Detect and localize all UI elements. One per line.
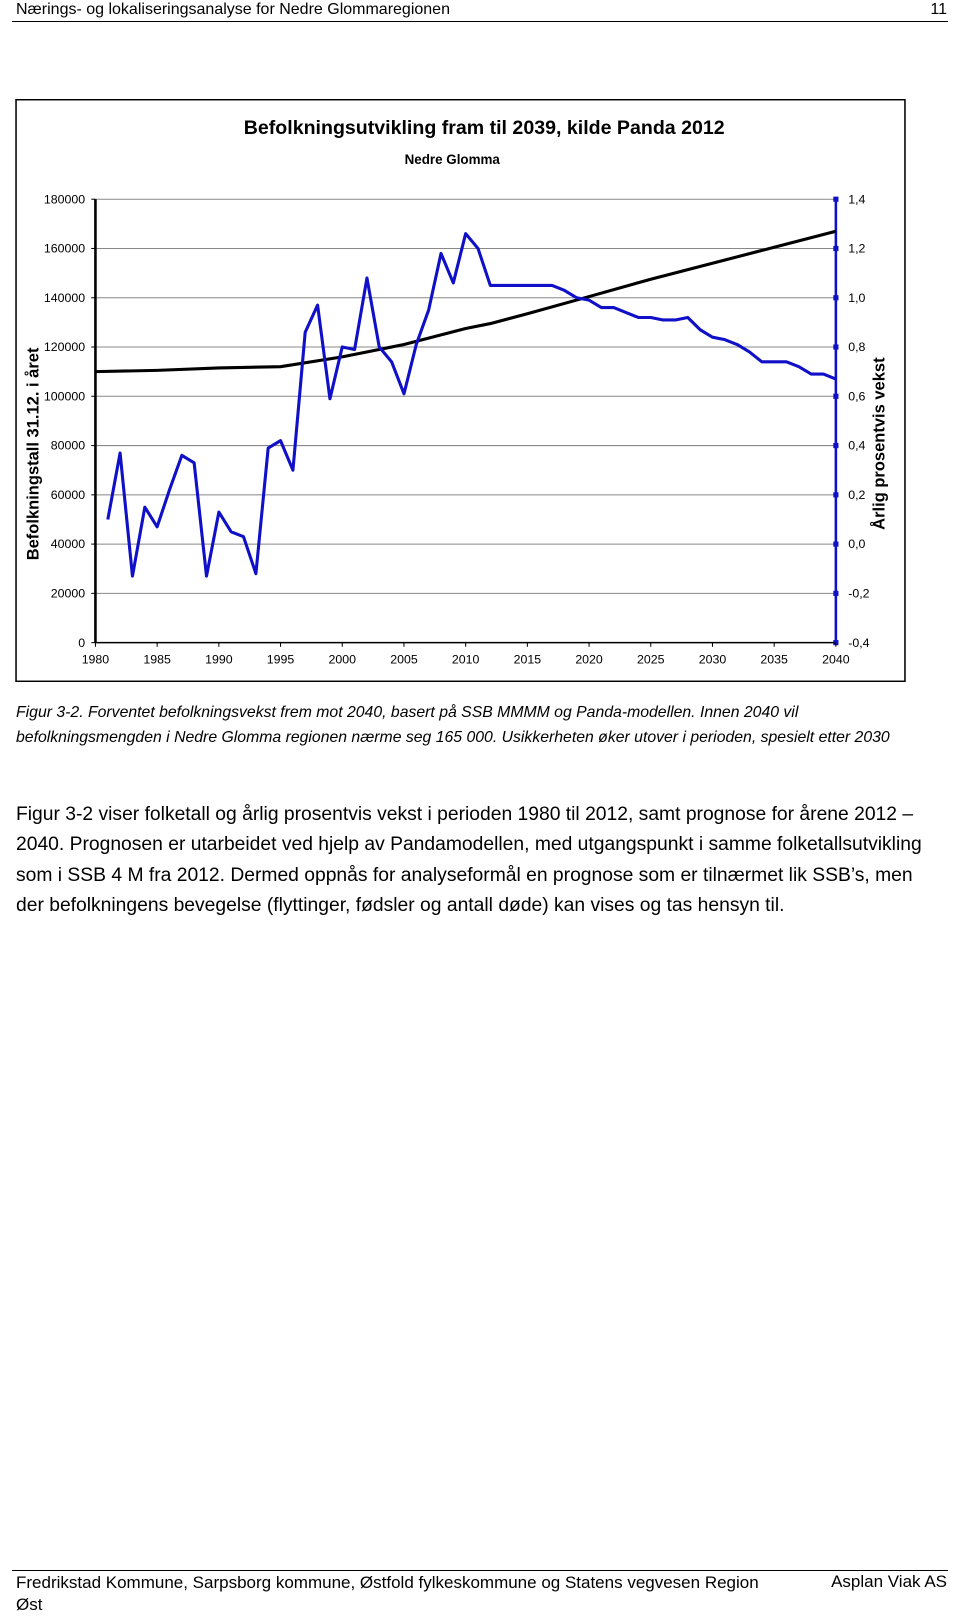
x-tick-label: 1985	[143, 652, 171, 666]
y-tick-label: 180000	[44, 192, 85, 206]
footer-rule	[12, 1570, 948, 1571]
footer-left: Fredrikstad Kommune, Sarpsborg kommune, …	[16, 1573, 759, 1614]
y-tick-label: 0	[78, 636, 85, 650]
y-tick-label: 140000	[44, 291, 85, 305]
y-tick-label: 20000	[51, 586, 85, 600]
y-tick-label: 40000	[51, 537, 85, 551]
x-tick-label: 2015	[514, 652, 542, 666]
chart: Befolkningsutvikling fram til 2039, kild…	[15, 99, 906, 682]
y-tick-label: 60000	[51, 488, 85, 502]
y2-tick-label: 0,8	[848, 340, 865, 354]
x-tick-label: 2040	[822, 652, 850, 666]
body-paragraph: Figur 3-2 viser folketall og årlig prose…	[16, 804, 922, 916]
header-title: Nærings- og lokaliseringsanalyse for Ned…	[16, 1, 450, 18]
plot-area: 0 20000 40000 60000 80000 100000 120000 140000 1…	[44, 192, 870, 666]
y-tick-label: 80000	[51, 439, 85, 453]
y2-tick-label: 0,2	[848, 488, 865, 502]
y2-tick-label: 0,0	[848, 537, 865, 551]
x-tick-label: 1995	[267, 652, 295, 666]
x-tick-label: 2005	[390, 652, 418, 666]
y2-tick-label: 1,0	[848, 291, 865, 305]
chart-title: Befolkningsutvikling fram til 2039, kild…	[244, 117, 725, 139]
y2-tick-label: -0,4	[848, 636, 869, 650]
footer-right: Asplan Viak AS	[831, 1572, 947, 1591]
x-tick-label: 2010	[452, 652, 480, 666]
y2-axis-label: Årlig prosentvis vekst	[869, 357, 888, 530]
y-tick-label: 160000	[44, 242, 85, 256]
y2-tick-label: 0,4	[848, 439, 865, 453]
page-number: 11	[930, 1, 947, 18]
figure-caption: Figur 3-2. Forventet befolkningsvekst fr…	[16, 704, 890, 746]
x-tick-label: 2030	[699, 652, 727, 666]
y2-tick-label: -0,2	[848, 586, 869, 600]
y2-tick-label: 1,4	[848, 192, 865, 206]
y-tick-label: 100000	[44, 389, 85, 403]
x-tick-label: 2000	[329, 652, 357, 666]
y2-tick-label: 1,2	[848, 242, 865, 256]
x-tick-label: 1990	[205, 652, 233, 666]
x-tick-label: 1980	[82, 652, 110, 666]
chart-subtitle: Nedre Glomma	[405, 152, 501, 167]
series-line	[95, 229, 837, 374]
x-tick-label: 2020	[575, 652, 603, 666]
x-tick-label: 2035	[760, 652, 788, 666]
chart-frame	[15, 99, 906, 682]
y-axis-label: Befolkningstall 31.12. i året	[25, 347, 43, 560]
x-tick-label: 2025	[637, 652, 665, 666]
y2-tick-label: 0,6	[848, 389, 865, 403]
y-tick-label: 120000	[44, 340, 85, 354]
header-rule	[12, 21, 948, 22]
series-line	[106, 232, 837, 578]
